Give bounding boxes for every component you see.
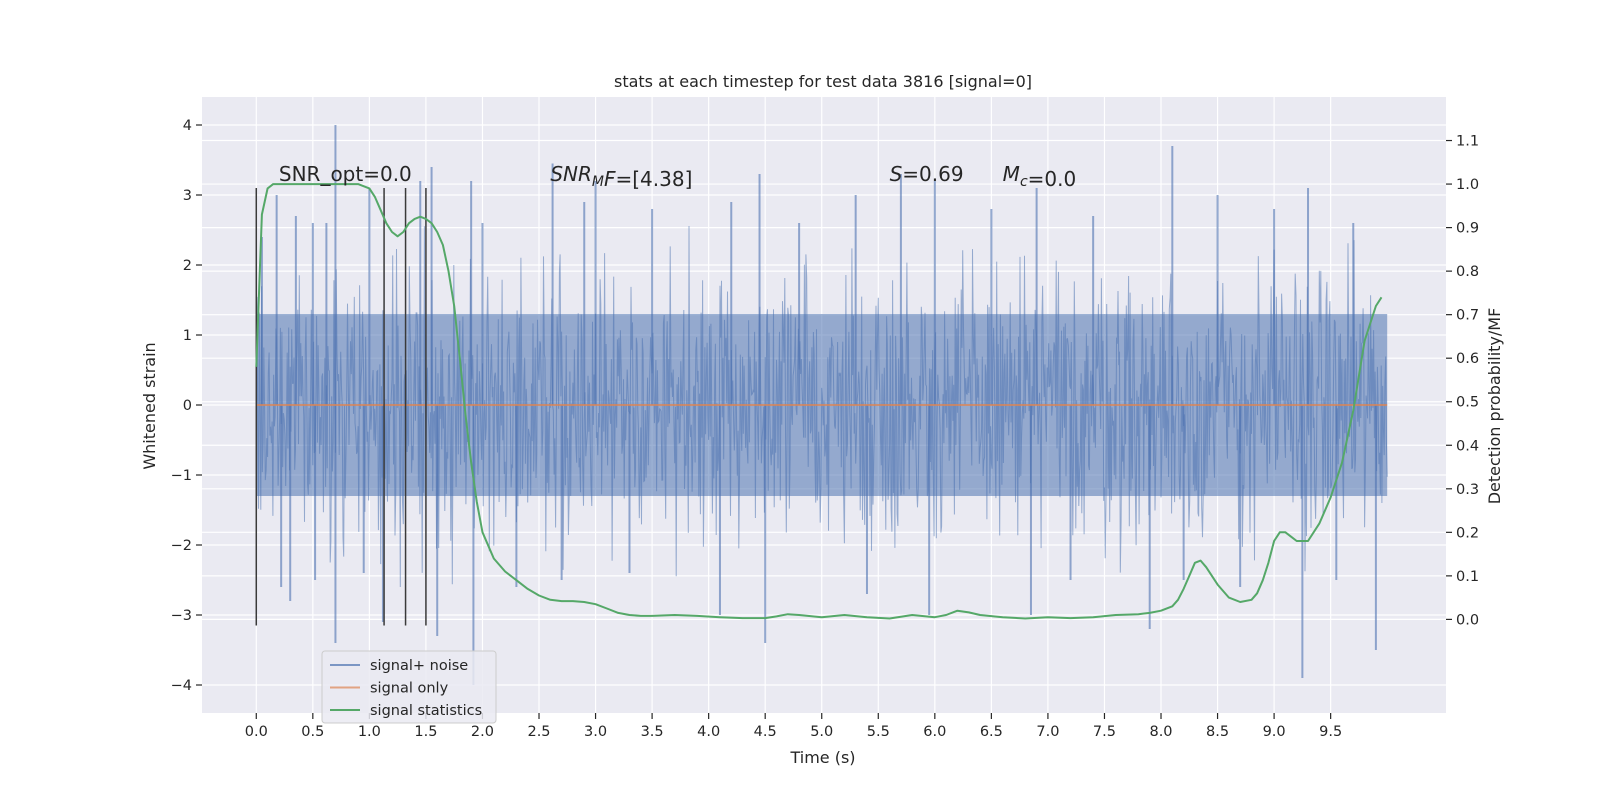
annotation: SNR_opt=0.0 [279, 162, 412, 186]
x-tick-label: 8.5 [1206, 724, 1229, 740]
signal-statistics-line [255, 183, 1383, 620]
annotation-part: M [1003, 162, 1020, 186]
annotation-part: =0.69 [902, 162, 963, 186]
annotation-part: c [1020, 174, 1028, 190]
x-tick-label: 5.5 [867, 724, 890, 740]
x-axis-label: Time (s) [789, 748, 855, 767]
x-tick-label: 4.0 [697, 724, 720, 740]
y-axis-ticks: −4 −3 −2 −1 0 1 2 3 4 [171, 118, 202, 694]
annotation-part: M [592, 174, 604, 190]
y-tick-label: −4 [171, 678, 192, 694]
y-tick-label: 1 [183, 328, 192, 344]
y-tick-label: 4 [183, 118, 192, 134]
y-axis-label: Whitened strain [140, 342, 159, 469]
chart-title: stats at each timestep for test data 381… [614, 72, 1032, 91]
y-tick-label: −1 [171, 468, 192, 484]
y2-axis-ticks: 0.0 0.1 0.2 0.3 0.4 0.5 0.6 0.7 0.8 0.9 1.0 1.1 [1446, 134, 1479, 628]
legend-box [321, 650, 497, 724]
x-tick-label: 0.5 [301, 724, 324, 740]
y2-tick-label: 0.2 [1456, 525, 1479, 541]
x-tick-label: 3.0 [584, 724, 607, 740]
noise-trace [255, 225, 1388, 588]
x-tick-label: 6.0 [923, 724, 946, 740]
annotation-part: F [604, 167, 616, 191]
x-tick-label: 2.5 [527, 724, 550, 740]
y2-tick-label: 0.9 [1456, 221, 1479, 237]
y2-tick-label: 0.6 [1456, 351, 1479, 367]
legend-entry: signal only [370, 681, 449, 697]
annotation-part: SNR [550, 162, 592, 186]
vertical-markers [255, 188, 427, 626]
y-tick-label: 0 [183, 398, 192, 414]
legend-entry: signal statistics [370, 703, 482, 719]
y-tick-label: −2 [171, 538, 192, 554]
x-tick-label: 5.0 [810, 724, 833, 740]
y2-tick-label: 0.5 [1456, 395, 1479, 411]
y2-tick-label: 0.4 [1456, 438, 1479, 454]
annotations: SNR_opt=0.0 SNRMF=[4.38] S=0.69 Mc=0.0 [279, 162, 1076, 191]
annotation-part: SNR_opt=0.0 [279, 162, 412, 186]
x-tick-label: 0.0 [245, 724, 268, 740]
annotation: SNRMF=[4.38] [550, 162, 692, 191]
y2-axis-label: Detection probability/MF [1485, 308, 1504, 505]
y-tick-label: −3 [171, 608, 192, 624]
y2-tick-label: 0.1 [1456, 569, 1479, 585]
annotation: S=0.69 [890, 162, 964, 186]
annotation-part: S [890, 162, 903, 186]
x-tick-label: 7.0 [1036, 724, 1059, 740]
y-tick-label: 3 [183, 188, 192, 204]
x-tick-label: 7.5 [1093, 724, 1116, 740]
x-tick-label: 4.5 [754, 724, 777, 740]
legend: signal+ noise signal only signal statistic… [321, 650, 497, 724]
y2-tick-label: 1.0 [1456, 177, 1479, 193]
y2-tick-label: 0.7 [1456, 308, 1479, 324]
x-tick-label: 8.0 [1149, 724, 1172, 740]
x-tick-label: 9.0 [1263, 724, 1286, 740]
series-signal-statistics [255, 183, 1383, 620]
y2-tick-label: 1.1 [1456, 134, 1479, 150]
annotation-part: =[4.38] [615, 167, 692, 191]
y-tick-label: 2 [183, 258, 192, 274]
x-tick-label: 3.5 [641, 724, 664, 740]
y2-tick-label: 0.3 [1456, 482, 1479, 498]
annotation-part: =0.0 [1028, 167, 1077, 191]
legend-entry: signal+ noise [370, 658, 468, 674]
y2-tick-label: 0.8 [1456, 264, 1479, 280]
x-axis-ticks: 0.0 0.5 1.0 1.5 2.0 2.5 3.0 3.5 4.0 4.5 5.0 5.5 6.0 6… [245, 713, 1342, 740]
x-tick-label: 2.0 [471, 724, 494, 740]
x-tick-label: 1.0 [358, 724, 381, 740]
x-tick-label: 1.5 [414, 724, 437, 740]
annotation: Mc=0.0 [1003, 162, 1077, 191]
y2-tick-label: 0.0 [1456, 612, 1479, 628]
x-tick-label: 9.5 [1319, 724, 1342, 740]
x-tick-label: 6.5 [980, 724, 1003, 740]
